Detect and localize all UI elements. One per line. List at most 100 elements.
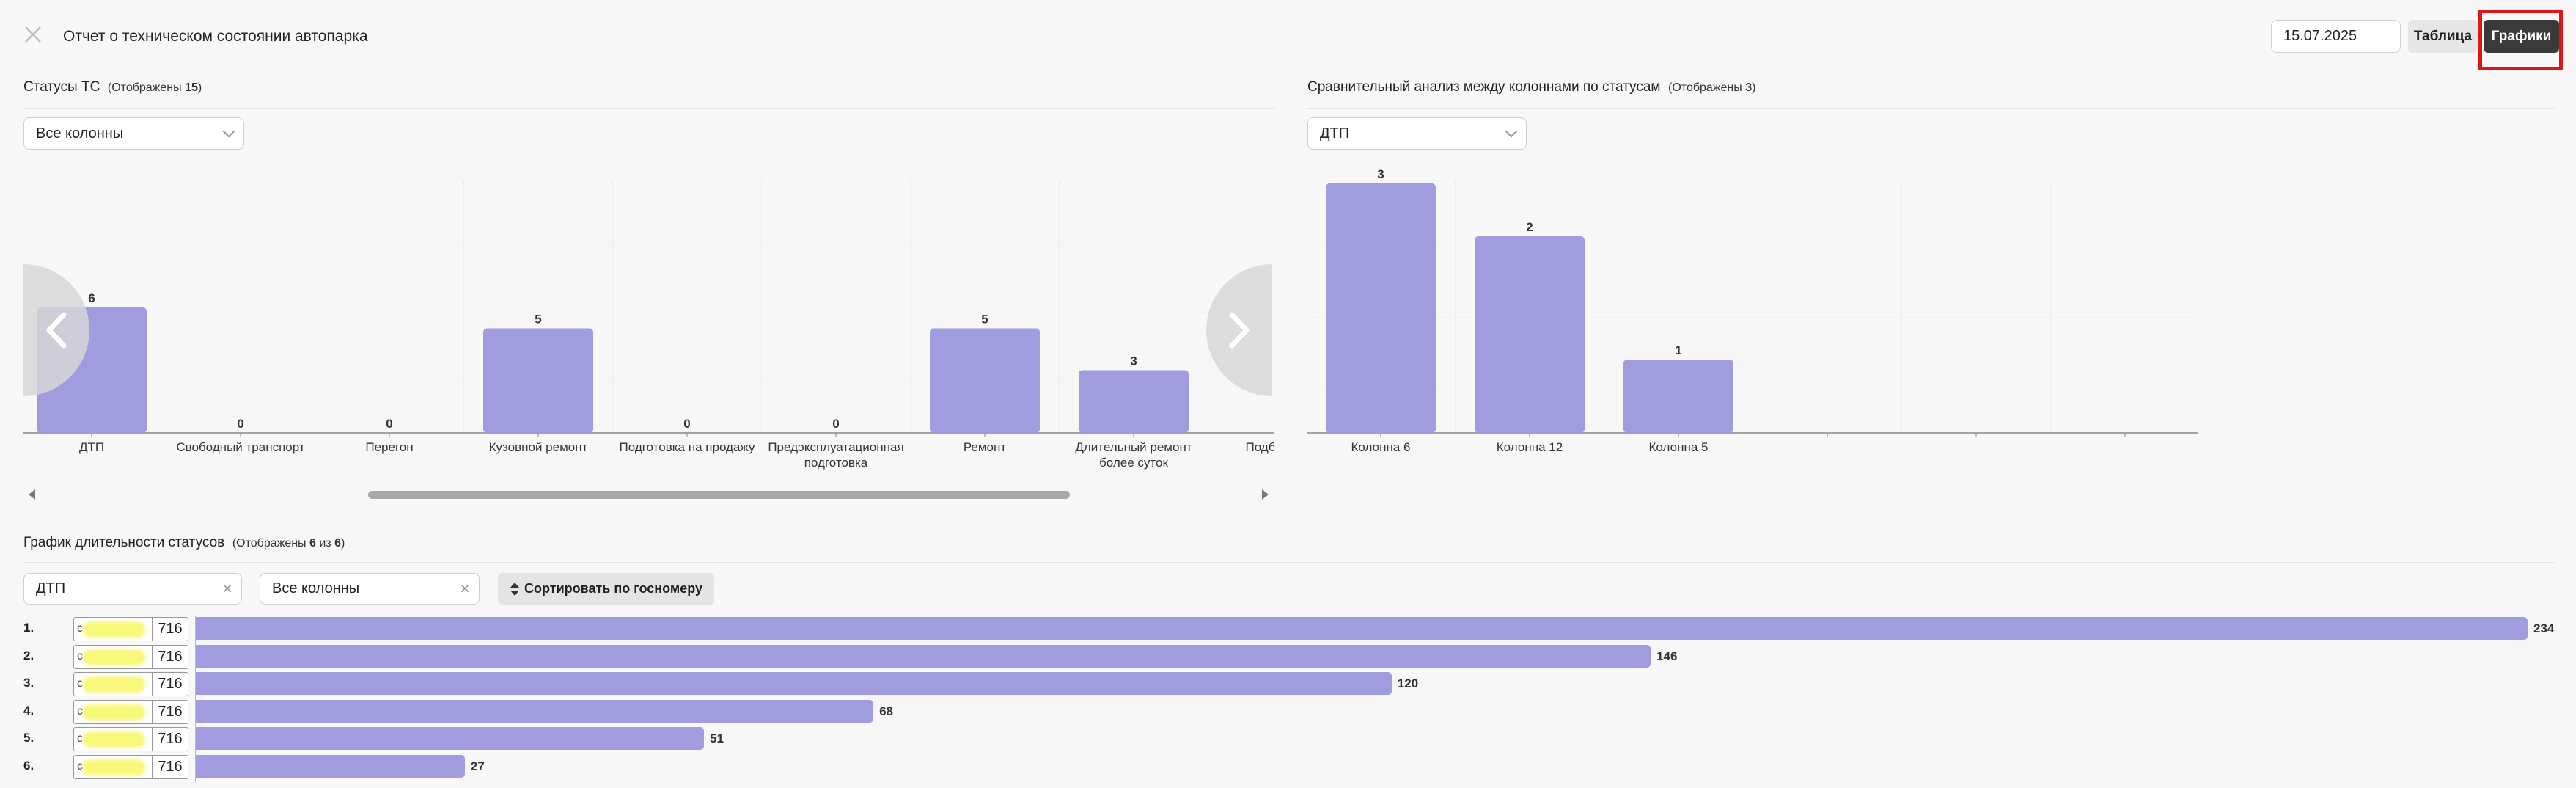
clear-icon[interactable]: × <box>459 578 470 599</box>
x-tick-label: Свободный транспорт <box>176 440 304 454</box>
x-tick-label: Подготовка на продажу <box>620 440 755 454</box>
license-plate: с 716 <box>73 699 188 724</box>
redacted-plate <box>83 676 145 693</box>
bar-value-label: 5 <box>981 313 988 326</box>
status-column-select[interactable]: Все колонны <box>23 117 244 150</box>
bar-value-label: 6 <box>88 291 95 305</box>
chevron-down-icon <box>222 125 235 138</box>
chart-scrollbar[interactable] <box>23 487 1274 502</box>
bar-value-label: 5 <box>535 313 541 326</box>
duration-bar[interactable] <box>196 644 1651 668</box>
bar-value-label: 0 <box>683 417 690 431</box>
sort-icon <box>510 582 520 596</box>
duration-bar[interactable] <box>196 727 705 751</box>
plate-region: 716 <box>158 703 183 720</box>
plate-region: 716 <box>158 621 183 637</box>
plate-region: 716 <box>158 759 183 775</box>
table-view-button[interactable]: Таблица <box>2408 20 2478 53</box>
x-tick-label: Подбор в ТС <box>1245 440 1274 454</box>
x-tick-label: более суток <box>1099 456 1168 470</box>
duration-column-select[interactable]: Все колонны × <box>260 573 480 605</box>
duration-value-label: 120 <box>1397 676 1419 691</box>
compare-chart-svg: 3 Колонна 6 2 Колонна 12 1 Колонна 5 <box>1306 167 2200 454</box>
duration-status-select[interactable]: ДТП × <box>23 573 242 605</box>
compare-status-select[interactable]: ДТП <box>1307 117 1527 150</box>
duration-value-label: 27 <box>470 759 485 773</box>
plate-prefix: с <box>77 622 83 635</box>
date-value: 15.07.2025 <box>2283 28 2357 44</box>
status-bar[interactable] <box>483 328 593 434</box>
sort-by-plate-button[interactable]: Сортировать по госномеру <box>498 573 714 605</box>
license-plate: с 716 <box>73 644 188 669</box>
x-tick-label: подготовка <box>804 456 868 470</box>
row-number: 4. <box>23 703 34 718</box>
status-chart-svg: 6 ДТП 0 Свободный транспорт 0 Перегон 5 Кузовно… <box>23 180 1274 470</box>
compare-bar[interactable] <box>1623 360 1733 433</box>
chevron-right-icon <box>1229 312 1250 349</box>
date-input[interactable]: 15.07.2025 <box>2271 20 2401 53</box>
charts-button-highlight <box>2478 10 2563 70</box>
license-plate: с 716 <box>73 672 188 697</box>
redacted-plate <box>83 649 145 665</box>
compare-bar[interactable] <box>1475 236 1585 433</box>
redacted-plate <box>83 732 145 748</box>
duration-column-value: Все колонны <box>272 580 360 597</box>
page-title: Отчет о техническом состоянии автопарка <box>63 28 368 45</box>
duration-bar[interactable] <box>196 699 874 723</box>
scrollbar-thumb[interactable] <box>368 491 1070 499</box>
row-number: 5. <box>23 731 34 745</box>
duration-chart-title-text: График длительности статусов <box>23 535 225 550</box>
compare-bar[interactable] <box>1326 183 1436 433</box>
scroll-left-icon[interactable] <box>25 487 40 502</box>
compare-status-select-value: ДТП <box>1320 125 1350 142</box>
sort-button-label: Сортировать по госномеру <box>524 581 702 596</box>
license-plate: с 716 <box>73 755 188 779</box>
x-tick-label: Кузовной ремонт <box>489 440 588 454</box>
duration-value-label: 51 <box>710 732 724 746</box>
row-number: 3. <box>23 676 34 690</box>
compare-bar-chart: 3 Колонна 6 2 Колонна 12 1 Колонна 5 <box>1306 161 2200 470</box>
row-number: 2. <box>23 648 34 663</box>
bar-value-label: 0 <box>386 417 392 431</box>
plate-prefix: с <box>77 704 83 718</box>
plate-region: 716 <box>158 648 183 665</box>
close-icon[interactable] <box>23 25 43 44</box>
duration-bar[interactable] <box>196 672 1392 696</box>
x-tick-label: Колонна 6 <box>1351 440 1411 454</box>
bar-value-label: 2 <box>1526 220 1533 234</box>
compare-chart-count: (Отображены 3) <box>1668 81 1756 94</box>
chevron-left-icon <box>46 312 67 349</box>
x-tick-label: ДТП <box>79 440 104 454</box>
plate-region: 716 <box>158 676 183 693</box>
status-chart-count: (Отображены 15) <box>107 81 202 94</box>
clear-icon[interactable]: × <box>221 578 232 599</box>
duration-value-label: 146 <box>1656 649 1678 663</box>
duration-chart-count: (Отображены 6 из 6) <box>232 537 345 550</box>
bar-value-label: 3 <box>1377 167 1384 181</box>
x-tick-label: Длительный ремонт <box>1075 440 1192 454</box>
x-tick-label: Ремонт <box>964 440 1007 454</box>
row-number: 6. <box>23 759 34 773</box>
plate-prefix: с <box>77 732 83 745</box>
duration-bar[interactable] <box>196 755 465 778</box>
plate-prefix: с <box>77 649 83 663</box>
status-bar[interactable] <box>930 328 1040 434</box>
charts-view-button[interactable]: Графики <box>2484 20 2559 53</box>
status-bar[interactable] <box>1079 370 1189 434</box>
chevron-down-icon <box>1505 125 1518 138</box>
duration-value-label: 234 <box>2533 621 2555 635</box>
redacted-plate <box>83 621 145 638</box>
bar-value-label: 1 <box>1675 343 1681 357</box>
x-tick-label: Предэксплуатационная <box>768 440 903 454</box>
status-column-select-value: Все колонны <box>36 125 124 142</box>
status-bar-chart: 6 ДТП 0 Свободный транспорт 0 Перегон 5 Кузовно… <box>23 180 1274 488</box>
y-axis <box>195 616 196 782</box>
duration-bar[interactable] <box>196 617 2528 640</box>
plate-prefix: с <box>77 677 83 690</box>
duration-value-label: 68 <box>879 704 894 718</box>
x-tick-label: Колонна 12 <box>1497 440 1563 454</box>
row-number: 1. <box>23 621 34 635</box>
bar-value-label: 3 <box>1130 354 1137 368</box>
x-tick-label: Перегон <box>365 440 413 454</box>
scroll-right-icon[interactable] <box>1258 487 1272 502</box>
